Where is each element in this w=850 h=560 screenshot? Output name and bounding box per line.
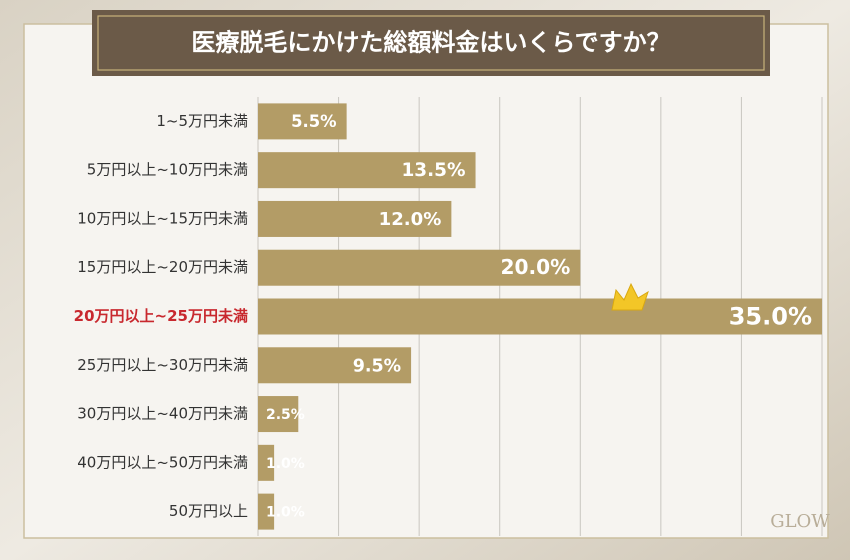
y-tick-label: 25万円以上~30万円未満 <box>77 356 248 374</box>
banner-border <box>97 15 765 71</box>
value-label: 9.5% <box>353 356 401 376</box>
y-tick-label: 40万円以上~50万円未満 <box>77 453 248 471</box>
bar <box>258 249 581 286</box>
y-tick-label: 5万円以上~10万円未満 <box>87 161 248 179</box>
value-label: 12.0% <box>379 209 442 230</box>
bar <box>258 396 299 433</box>
bar <box>258 200 452 237</box>
value-label: 1.0% <box>266 456 305 472</box>
bar <box>258 298 822 335</box>
value-label: 20.0% <box>500 255 570 279</box>
bar <box>258 347 412 384</box>
y-tick-label: 30万円以上~40万円未満 <box>77 405 248 423</box>
crown-icon <box>611 282 649 311</box>
bar <box>258 493 275 530</box>
y-tick-label: 10万円以上~15万円未満 <box>77 209 248 227</box>
bar <box>258 152 476 189</box>
y-tick-label: 1~5万円未満 <box>156 112 248 130</box>
value-label: 2.5% <box>266 407 305 423</box>
y-tick-label: 20万円以上~25万円未満 <box>74 307 248 325</box>
watermark: GLOW <box>770 511 830 532</box>
value-label: 35.0% <box>729 303 812 331</box>
value-label: 1.0% <box>266 505 305 521</box>
value-label: 5.5% <box>291 112 337 131</box>
bar <box>258 103 347 140</box>
bar <box>258 444 275 481</box>
y-tick-label: 15万円以上~20万円未満 <box>77 258 248 276</box>
title-banner <box>92 10 770 76</box>
value-label: 13.5% <box>401 160 465 181</box>
chart-title: 医療脱毛にかけた総額料金はいくらですか？ <box>191 28 670 57</box>
y-tick-label: 50万円以上 <box>169 502 248 520</box>
